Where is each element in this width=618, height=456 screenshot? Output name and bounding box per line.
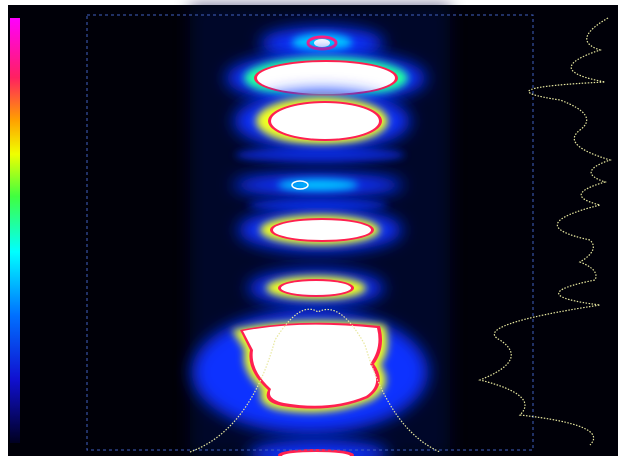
lobe-glow	[248, 440, 388, 456]
roi-box	[86, 14, 534, 451]
lobe-peak	[282, 452, 350, 456]
color-scale	[10, 18, 20, 443]
lobe-ring	[291, 180, 309, 190]
lobe-peak	[271, 103, 379, 139]
lobe-peak	[273, 220, 371, 240]
vertical-profile	[478, 17, 612, 446]
lobe-glow	[248, 199, 388, 211]
lobe-ring	[306, 35, 338, 51]
lobe-peak	[243, 324, 379, 406]
beam-lobes	[192, 27, 428, 456]
horizontal-profile	[189, 308, 441, 453]
lobe-peak	[257, 62, 395, 94]
lobe-peak	[314, 39, 330, 47]
lobe-glow	[235, 147, 405, 163]
lobe-core	[278, 179, 358, 191]
lobe-peak	[281, 281, 351, 295]
